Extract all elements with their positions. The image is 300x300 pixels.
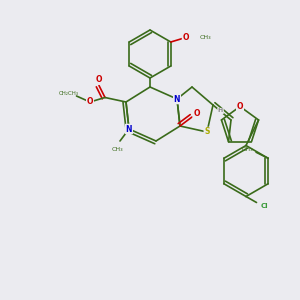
Text: N: N	[174, 94, 180, 103]
Text: O: O	[182, 33, 189, 42]
Text: CH₃: CH₃	[241, 147, 253, 152]
Text: O: O	[237, 102, 243, 111]
Text: CH₃: CH₃	[111, 147, 123, 152]
Text: N: N	[126, 124, 132, 134]
Text: CH₃: CH₃	[199, 35, 211, 40]
Text: Cl: Cl	[260, 202, 268, 208]
Text: CH₂CH₃: CH₂CH₃	[59, 91, 79, 95]
Text: O: O	[96, 75, 102, 84]
Text: S: S	[204, 128, 210, 136]
Text: O: O	[193, 110, 200, 118]
Text: O: O	[87, 98, 93, 106]
Text: H: H	[218, 109, 223, 113]
